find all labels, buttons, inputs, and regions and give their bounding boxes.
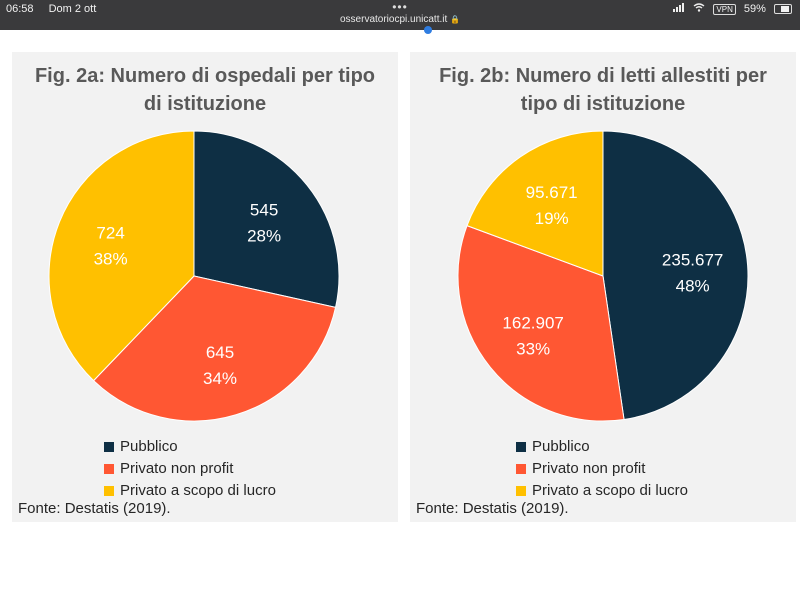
legend-item: Pubblico (104, 436, 276, 458)
legend-label: Privato a scopo di lucro (120, 482, 276, 499)
legend-swatch (516, 442, 526, 453)
address-bar[interactable]: osservatoriocpi.unicatt.it 🔒 (0, 14, 800, 25)
legend-label: Pubblico (120, 438, 178, 455)
source-note: Fonte: Destatis (2019). (18, 500, 171, 517)
pie-chart-2b: 235.677 48% 162.907 33% 95.671 19% (457, 130, 749, 422)
legend-swatch (516, 486, 526, 497)
clock: 06:58 (6, 3, 34, 15)
data-label-value: 95.671 (526, 183, 578, 202)
battery-percent: 59% (743, 3, 766, 15)
legend-label: Privato non profit (120, 460, 234, 477)
legend-item: Privato non profit (516, 458, 688, 480)
data-label-value: 162.907 (502, 314, 563, 333)
data-label-percent: 48% (676, 276, 710, 295)
data-label-percent: 38% (94, 249, 128, 268)
data-label-value: 724 (96, 223, 124, 242)
slice-pubblico (602, 130, 749, 421)
vpn-badge: VPN (713, 4, 736, 15)
legend: Pubblico Privato non profit Privato a sc… (104, 436, 276, 502)
page-indicator-dot (424, 26, 432, 34)
legend-item: Privato non profit (104, 458, 276, 480)
legend-label: Pubblico (532, 438, 590, 455)
slice-pubblico (193, 130, 340, 308)
legend-item: Privato a scopo di lucro (516, 480, 688, 502)
data-label-value: 645 (206, 343, 234, 362)
more-dots-icon[interactable]: ••• (392, 0, 408, 14)
battery-icon (774, 4, 792, 15)
legend-label: Privato non profit (532, 460, 646, 477)
legend-label: Privato a scopo di lucro (532, 482, 688, 499)
figure-panel-2a: Fig. 2a: Numero di ospedali per tipo di … (12, 52, 398, 522)
slice-privato-lucro (48, 130, 195, 382)
wifi-icon (693, 3, 708, 15)
legend-item: Pubblico (516, 436, 688, 458)
lock-icon: 🔒 (450, 15, 461, 24)
data-label-percent: 34% (203, 369, 237, 388)
figure-panel-2b: Fig. 2b: Numero di letti allestiti per t… (410, 52, 796, 522)
legend: Pubblico Privato non profit Privato a sc… (516, 436, 688, 502)
data-label-percent: 19% (535, 209, 569, 228)
data-label-value: 235.677 (662, 250, 723, 269)
chart-title: Fig. 2a: Numero di ospedali per tipo di … (34, 65, 376, 115)
data-label-percent: 33% (516, 340, 550, 359)
legend-swatch (104, 442, 114, 453)
signal-icon (673, 3, 688, 15)
slice-privato-non-profit (457, 225, 625, 422)
legend-swatch (104, 464, 114, 475)
pie-chart-2a: 545 28% 645 34% 724 38% (48, 130, 340, 422)
status-bar: 06:58 Dom 2 ott ••• osservatoriocpi.unic… (0, 0, 800, 30)
slice-privato-non-profit (92, 275, 337, 422)
legend-swatch (104, 486, 114, 497)
date: Dom 2 ott (48, 3, 97, 15)
data-label-percent: 28% (247, 227, 281, 246)
source-note: Fonte: Destatis (2019). (416, 500, 569, 517)
url-text: osservatoriocpi.unicatt.it (339, 14, 448, 25)
slice-privato-lucro (466, 130, 604, 277)
chart-title: Fig. 2b: Numero di letti allestiti per t… (439, 65, 767, 115)
legend-item: Privato a scopo di lucro (104, 480, 276, 502)
data-label-value: 545 (250, 201, 278, 220)
legend-swatch (516, 464, 526, 475)
